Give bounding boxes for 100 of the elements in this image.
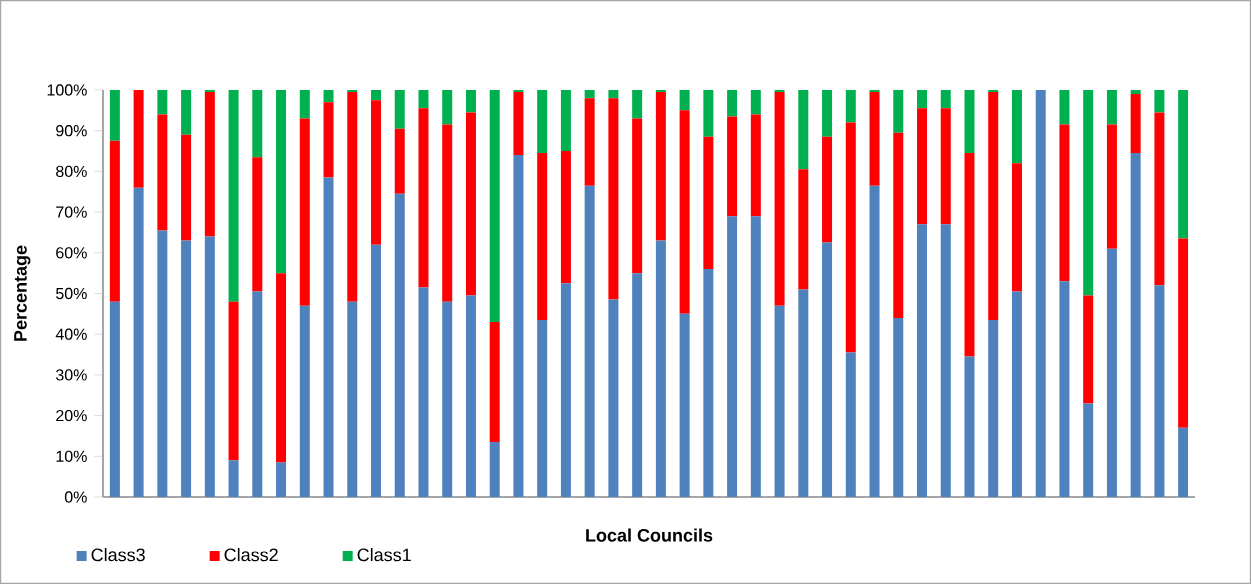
bar xyxy=(1083,403,1094,497)
bar xyxy=(560,90,571,152)
bar xyxy=(917,108,927,225)
bar xyxy=(560,151,571,284)
bar xyxy=(893,132,904,318)
bar xyxy=(323,102,334,178)
bar xyxy=(774,92,785,306)
bar xyxy=(181,240,192,497)
bar xyxy=(655,240,666,497)
bar xyxy=(1059,124,1070,282)
y-tick-label: 90% xyxy=(56,125,87,137)
bar xyxy=(727,116,738,217)
bar xyxy=(632,273,643,497)
bar xyxy=(845,122,856,353)
bar xyxy=(347,90,358,93)
bar xyxy=(109,90,120,141)
bar xyxy=(465,295,476,497)
bar xyxy=(276,273,287,463)
bar xyxy=(727,90,738,117)
bar xyxy=(204,236,215,497)
bar xyxy=(964,90,975,154)
bar xyxy=(465,112,476,296)
bar xyxy=(679,90,690,111)
bar xyxy=(157,114,168,231)
bar xyxy=(252,291,263,497)
y-tick-label: 80% xyxy=(56,165,87,178)
bar xyxy=(394,90,405,129)
bar xyxy=(608,98,619,300)
bar xyxy=(133,187,144,497)
bar xyxy=(489,90,500,322)
bar xyxy=(442,90,453,125)
bar xyxy=(299,305,310,497)
bar xyxy=(822,90,833,137)
bar xyxy=(513,155,524,497)
y-tick-label: 70% xyxy=(56,206,87,218)
bar xyxy=(917,90,927,109)
bar xyxy=(988,90,999,93)
bar xyxy=(442,301,453,497)
bar xyxy=(655,90,666,93)
bar xyxy=(750,90,761,115)
y-tick-label: 40% xyxy=(55,328,87,340)
bar xyxy=(679,313,690,497)
bar xyxy=(489,321,500,443)
bar xyxy=(371,100,382,245)
bar xyxy=(228,90,239,302)
bar xyxy=(1130,153,1141,497)
bar xyxy=(181,134,192,241)
y-axis-title: Percentage xyxy=(14,245,31,341)
bar xyxy=(252,157,263,292)
bar xyxy=(798,90,809,170)
bar xyxy=(940,90,951,109)
bar xyxy=(394,193,405,497)
bar xyxy=(608,299,619,497)
bar xyxy=(1130,90,1141,95)
bar xyxy=(394,128,405,194)
bar xyxy=(537,153,548,320)
bar xyxy=(418,90,429,109)
bar xyxy=(988,92,999,320)
bar xyxy=(347,301,358,497)
bar xyxy=(917,224,927,497)
bar xyxy=(181,90,192,135)
bar xyxy=(988,319,999,497)
bar xyxy=(537,319,548,497)
bar xyxy=(940,224,951,497)
bar xyxy=(276,462,287,497)
bar xyxy=(109,301,120,497)
bar xyxy=(1154,90,1165,113)
bar xyxy=(845,90,856,123)
bar xyxy=(418,108,429,288)
bar xyxy=(584,90,595,99)
bar xyxy=(560,283,571,497)
bar xyxy=(727,216,738,497)
bar xyxy=(893,90,904,133)
bar xyxy=(1154,285,1165,497)
y-tick-label: 0% xyxy=(64,491,87,503)
bar xyxy=(252,90,263,158)
bar xyxy=(940,108,951,225)
bar xyxy=(513,90,524,93)
bar xyxy=(228,460,239,497)
bar xyxy=(1178,427,1189,497)
bar xyxy=(822,136,833,243)
bar xyxy=(276,90,287,274)
bar xyxy=(774,90,785,93)
bar xyxy=(1059,281,1070,497)
bar xyxy=(1178,90,1189,239)
bar xyxy=(869,90,880,93)
bar xyxy=(964,356,975,497)
bar xyxy=(1130,94,1141,154)
bar xyxy=(204,92,215,237)
bar xyxy=(798,289,809,497)
bar xyxy=(1106,124,1117,249)
bar xyxy=(157,90,168,115)
y-tick-label: 60% xyxy=(56,247,87,259)
bar xyxy=(632,90,643,119)
bar xyxy=(537,90,548,154)
bar xyxy=(703,269,714,497)
bar xyxy=(655,92,666,241)
bar xyxy=(489,442,500,497)
bar xyxy=(1106,248,1117,497)
bar xyxy=(632,118,643,274)
